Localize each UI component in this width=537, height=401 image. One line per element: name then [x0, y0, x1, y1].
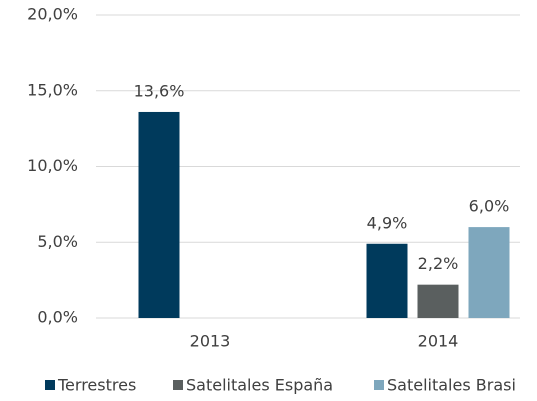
y-tick-label: 0,0%	[37, 308, 78, 327]
x-tick-label: 2014	[418, 332, 459, 351]
data-label: 4,9%	[367, 213, 408, 232]
legend-swatch	[173, 380, 183, 390]
bar	[417, 284, 459, 318]
legend-swatch	[45, 380, 55, 390]
y-tick-label: 5,0%	[37, 232, 78, 251]
bar	[468, 227, 510, 318]
y-tick-label: 20,0%	[27, 5, 78, 24]
data-label: 6,0%	[469, 197, 510, 216]
y-tick-label: 10,0%	[27, 156, 78, 175]
y-tick-label: 15,0%	[27, 80, 78, 99]
legend-label: Terrestres	[57, 376, 136, 395]
legend-label: Satelitales España	[186, 376, 333, 395]
x-tick-label: 2013	[190, 332, 231, 351]
legend-label: Satelitales Brasi	[387, 376, 516, 395]
data-label: 13,6%	[134, 81, 185, 100]
bar	[366, 243, 408, 318]
bar	[138, 111, 180, 319]
legend-swatch	[374, 380, 384, 390]
data-label: 2,2%	[418, 254, 459, 273]
